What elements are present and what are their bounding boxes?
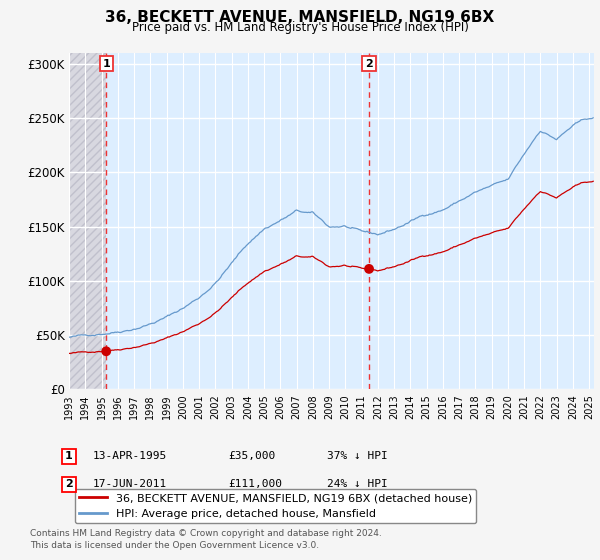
Text: Contains HM Land Registry data © Crown copyright and database right 2024.
This d: Contains HM Land Registry data © Crown c… — [30, 529, 382, 550]
Text: 2: 2 — [65, 479, 73, 489]
Text: 13-APR-1995: 13-APR-1995 — [93, 451, 167, 461]
Legend: 36, BECKETT AVENUE, MANSFIELD, NG19 6BX (detached house), HPI: Average price, de: 36, BECKETT AVENUE, MANSFIELD, NG19 6BX … — [74, 489, 476, 523]
Text: 17-JUN-2011: 17-JUN-2011 — [93, 479, 167, 489]
Text: 24% ↓ HPI: 24% ↓ HPI — [327, 479, 388, 489]
Text: 36, BECKETT AVENUE, MANSFIELD, NG19 6BX: 36, BECKETT AVENUE, MANSFIELD, NG19 6BX — [106, 10, 494, 25]
Point — [101, 347, 111, 356]
Text: Price paid vs. HM Land Registry's House Price Index (HPI): Price paid vs. HM Land Registry's House … — [131, 21, 469, 34]
Text: 1: 1 — [65, 451, 73, 461]
Bar — [69, 53, 106, 389]
Text: £35,000: £35,000 — [228, 451, 275, 461]
Text: 37% ↓ HPI: 37% ↓ HPI — [327, 451, 388, 461]
Point — [364, 264, 374, 273]
Text: 1: 1 — [103, 59, 110, 69]
Text: 2: 2 — [365, 59, 373, 69]
Text: £111,000: £111,000 — [228, 479, 282, 489]
